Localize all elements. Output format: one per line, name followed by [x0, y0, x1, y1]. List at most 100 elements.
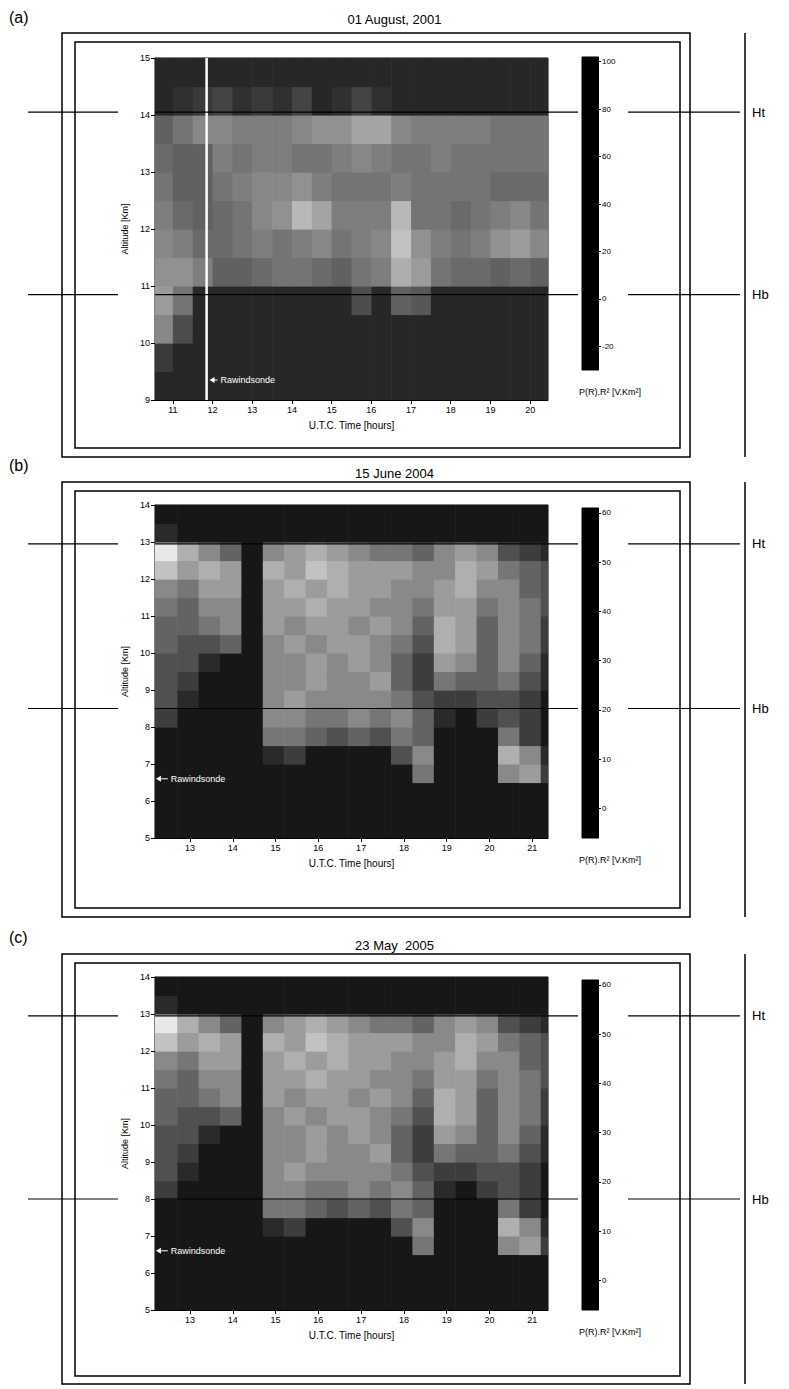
svg-text:(c): (c): [9, 929, 28, 946]
svg-text:Rawindsonde: Rawindsonde: [171, 774, 226, 784]
svg-text:15: 15: [327, 405, 337, 415]
svg-text:14: 14: [228, 1315, 238, 1325]
svg-text:80: 80: [602, 105, 611, 114]
svg-text:11: 11: [141, 281, 150, 291]
svg-text:Altitude [Km]: Altitude [Km]: [120, 646, 130, 697]
svg-text:14: 14: [140, 500, 150, 510]
svg-text:13: 13: [140, 1009, 150, 1019]
svg-text:15: 15: [140, 53, 150, 63]
svg-text:14: 14: [228, 843, 238, 853]
svg-text:60: 60: [602, 508, 611, 517]
svg-text:10: 10: [140, 338, 150, 348]
svg-text:8: 8: [145, 722, 150, 732]
svg-text:15: 15: [271, 843, 281, 853]
svg-text:Ht: Ht: [752, 536, 765, 551]
svg-text:01 August, 2001: 01 August, 2001: [348, 12, 442, 27]
svg-text:20: 20: [484, 1315, 494, 1325]
svg-text:P(R).R² [V.Km²]: P(R).R² [V.Km²]: [579, 387, 641, 397]
svg-text:(b): (b): [9, 457, 29, 474]
svg-text:17: 17: [406, 405, 416, 415]
svg-text:13: 13: [140, 167, 150, 177]
svg-text:Ht: Ht: [752, 105, 765, 120]
svg-text:6: 6: [145, 1268, 150, 1278]
svg-text:P(R).R² [V.Km²]: P(R).R² [V.Km²]: [579, 855, 641, 865]
svg-text:18: 18: [446, 405, 456, 415]
svg-text:14: 14: [140, 972, 150, 982]
svg-text:30: 30: [602, 656, 611, 665]
svg-text:(a): (a): [9, 9, 29, 26]
svg-text:20: 20: [525, 405, 535, 415]
svg-text:30: 30: [602, 1128, 611, 1137]
svg-text:18: 18: [399, 1315, 409, 1325]
svg-text:0: 0: [602, 804, 607, 813]
svg-text:12: 12: [208, 405, 218, 415]
svg-text:Rawindsonde: Rawindsonde: [171, 1246, 226, 1256]
svg-text:16: 16: [366, 405, 376, 415]
svg-text:12: 12: [140, 224, 150, 234]
svg-text:16: 16: [313, 843, 323, 853]
svg-text:0: 0: [602, 294, 607, 303]
svg-text:19: 19: [442, 843, 452, 853]
svg-text:Hb: Hb: [752, 287, 769, 302]
svg-text:17: 17: [356, 843, 366, 853]
svg-text:10: 10: [602, 755, 611, 764]
svg-text:60: 60: [602, 980, 611, 989]
svg-text:60: 60: [602, 152, 611, 161]
svg-text:9: 9: [145, 685, 150, 695]
svg-text:Ht: Ht: [752, 1008, 765, 1023]
svg-text:20: 20: [602, 247, 611, 256]
svg-text:10: 10: [140, 1120, 150, 1130]
svg-text:5: 5: [145, 833, 150, 843]
svg-text:15: 15: [271, 1315, 281, 1325]
svg-text:14: 14: [287, 405, 297, 415]
svg-text:0: 0: [602, 1276, 607, 1285]
svg-text:11: 11: [141, 1083, 150, 1093]
svg-text:18: 18: [399, 843, 409, 853]
svg-text:17: 17: [356, 1315, 366, 1325]
svg-text:23 May 2005: 23 May 2005: [355, 938, 434, 953]
svg-text:15 June 2004: 15 June 2004: [355, 466, 434, 481]
svg-text:12: 12: [140, 574, 150, 584]
svg-text:-20: -20: [602, 342, 614, 351]
svg-text:6: 6: [145, 796, 150, 806]
svg-text:40: 40: [602, 1079, 611, 1088]
svg-text:7: 7: [145, 1231, 150, 1241]
svg-text:13: 13: [140, 537, 150, 547]
svg-text:P(R).R² [V.Km²]: P(R).R² [V.Km²]: [579, 1327, 641, 1337]
svg-text:11: 11: [141, 611, 150, 621]
svg-text:50: 50: [602, 558, 611, 567]
svg-text:Rawindsonde: Rawindsonde: [221, 375, 276, 385]
svg-text:100: 100: [602, 57, 616, 66]
svg-text:40: 40: [602, 607, 611, 616]
svg-text:U.T.C. Time [hours]: U.T.C. Time [hours]: [309, 1330, 395, 1341]
svg-text:U.T.C. Time [hours]: U.T.C. Time [hours]: [309, 420, 395, 431]
svg-text:19: 19: [442, 1315, 452, 1325]
svg-text:Hb: Hb: [752, 701, 769, 716]
svg-text:Hb: Hb: [752, 1192, 769, 1207]
svg-text:10: 10: [140, 648, 150, 658]
svg-text:21: 21: [527, 1315, 537, 1325]
svg-text:20: 20: [484, 843, 494, 853]
svg-text:10: 10: [602, 1227, 611, 1236]
svg-text:40: 40: [602, 200, 611, 209]
svg-text:19: 19: [485, 405, 495, 415]
svg-text:13: 13: [185, 843, 195, 853]
svg-text:7: 7: [145, 759, 150, 769]
svg-text:13: 13: [247, 405, 257, 415]
svg-text:20: 20: [602, 1177, 611, 1186]
svg-text:16: 16: [313, 1315, 323, 1325]
svg-text:12: 12: [140, 1046, 150, 1056]
svg-text:Altitude [Km]: Altitude [Km]: [120, 203, 130, 254]
svg-text:Altitude [Km]: Altitude [Km]: [120, 1118, 130, 1169]
svg-text:9: 9: [145, 395, 150, 405]
svg-text:9: 9: [145, 1157, 150, 1167]
svg-text:U.T.C. Time [hours]: U.T.C. Time [hours]: [309, 858, 395, 869]
svg-text:5: 5: [145, 1305, 150, 1315]
svg-text:13: 13: [185, 1315, 195, 1325]
svg-text:11: 11: [168, 405, 177, 415]
svg-text:20: 20: [602, 705, 611, 714]
svg-text:50: 50: [602, 1030, 611, 1039]
svg-text:8: 8: [145, 1194, 150, 1204]
svg-text:14: 14: [140, 110, 150, 120]
svg-text:21: 21: [527, 843, 537, 853]
